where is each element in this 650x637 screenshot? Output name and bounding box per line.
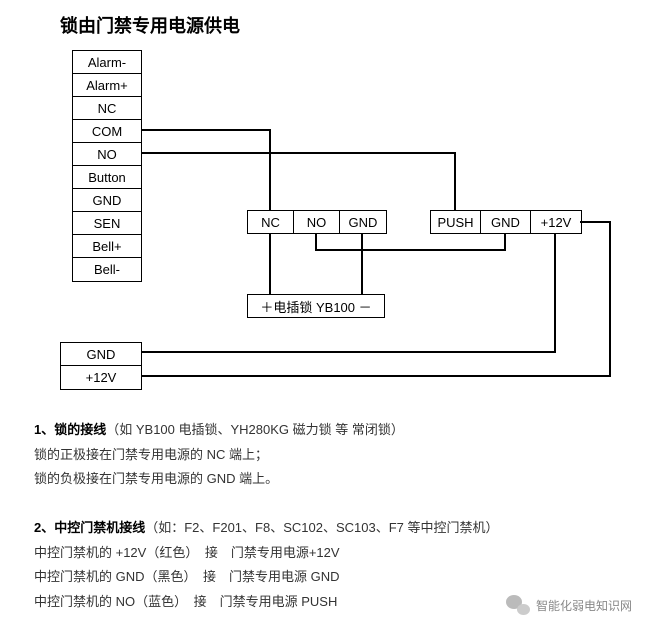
terminal-button: Button [73,166,141,189]
terminal-alarmminus: Alarm- [73,51,141,74]
controller-terminals: Alarm-Alarm+NCCOMNOButtonGNDSENBell+Bell… [72,50,142,282]
terminal-nc: NC [73,97,141,120]
terminal-gnd: GND [481,211,531,233]
terminal-gnd: GND [61,343,141,366]
description-section-2: 2、中控门禁机接线（如：F2、F201、F8、SC102、SC103、F7 等中… [34,516,499,615]
psu-terminals: PUSHGND+12V [430,210,582,234]
terminal-no: NO [73,143,141,166]
terminal-push: PUSH [431,211,481,233]
power-in-terminals: GND+12V [60,342,142,390]
terminal-alarmplus: Alarm+ [73,74,141,97]
terminal-bellminus: Bell- [73,258,141,281]
terminal-no: NO [294,211,340,233]
terminal-bellplus: Bell+ [73,235,141,258]
terminal-plus12v: +12V [531,211,581,233]
wechat-icon [506,595,530,615]
lock-terminals: NCNOGND [247,210,387,234]
terminal-nc: NC [248,211,294,233]
terminal-gnd: GND [340,211,386,233]
terminal-sen: SEN [73,212,141,235]
lock-device-box: ＋电插锁 YB100 － [247,294,385,318]
terminal-plus12v: +12V [61,366,141,389]
description-section-1: 1、锁的接线（如 YB100 电插锁、YH280KG 磁力锁 等 常闭锁）锁的正… [34,418,404,492]
wechat-attribution: 智能化弱电知识网 [506,595,632,615]
diagram-title: 锁由门禁专用电源供电 [60,12,240,38]
wechat-label: 智能化弱电知识网 [536,597,632,614]
terminal-com: COM [73,120,141,143]
terminal-gnd: GND [73,189,141,212]
